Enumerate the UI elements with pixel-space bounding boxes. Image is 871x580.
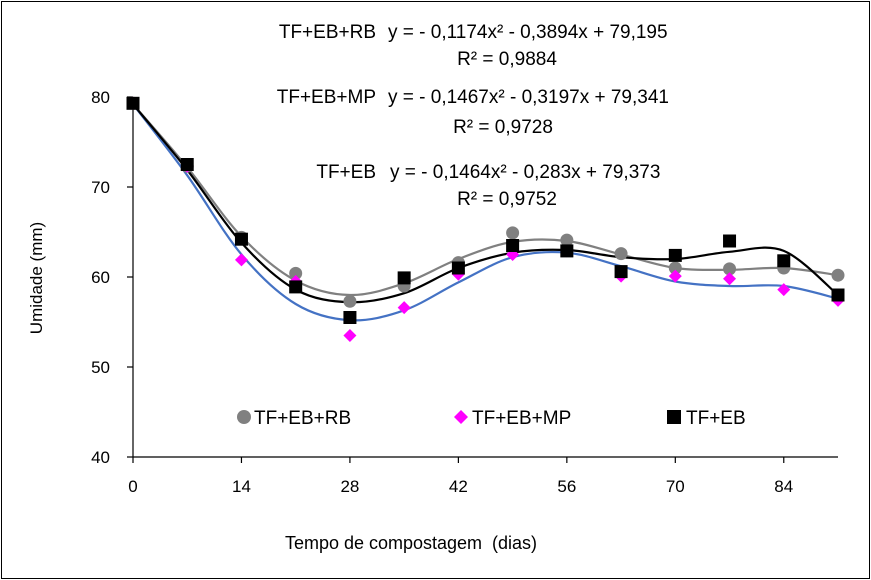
data-point-square — [289, 280, 303, 294]
data-point-circle — [831, 268, 845, 282]
data-point-square — [451, 261, 465, 275]
legend-label-mp: TF+EB+MP — [472, 408, 571, 429]
data-point-circle — [560, 233, 574, 247]
annotation-mp-series: TF+EB+MP — [277, 87, 376, 108]
data-point-square — [506, 239, 520, 252]
data-point-square — [126, 96, 140, 110]
data-point-square — [560, 244, 574, 258]
data-point-square — [777, 254, 791, 268]
annotation-eb-series: TF+EB — [316, 162, 376, 183]
annotation-rb: TF+EB+RB y = - 0,1174x² - 0,3894x + 79,1… — [279, 22, 668, 70]
y-tick-label: 60 — [91, 268, 110, 287]
y-tick-label: 80 — [91, 88, 110, 107]
trend-curve-1 — [132, 103, 839, 322]
legend-marker-rb — [237, 410, 251, 424]
data-point-diamond — [397, 301, 411, 315]
data-point-square — [831, 288, 845, 302]
annotation-rb-r2: R² = 0,9884 — [457, 49, 557, 70]
legend-marker-mp — [454, 410, 468, 424]
data-point-square — [397, 271, 411, 285]
x-tick-label: 56 — [557, 477, 576, 496]
data-point-circle — [668, 261, 682, 275]
y-tick-label: 40 — [91, 448, 110, 467]
x-tick-label: 70 — [666, 477, 685, 496]
x-tick-label: 0 — [128, 477, 137, 496]
annotation-rb-equation: y = - 0,1174x² - 0,3894x + 79,195 — [388, 22, 668, 43]
x-tick-label: 14 — [232, 477, 251, 496]
y-tick-label: 50 — [91, 358, 110, 377]
data-points — [126, 96, 845, 342]
legend-label-rb: TF+EB+RB — [254, 408, 351, 429]
y-axis-title: Umidade (mm) — [27, 222, 46, 334]
annotation-mp-r2: R² = 0,9728 — [453, 117, 553, 138]
y-tick-label: 70 — [91, 178, 110, 197]
annotation-mp-equation: y = - 0,1467x² - 0,3197x + 79,341 — [388, 87, 669, 108]
annotation-mp: TF+EB+MP y = - 0,1467x² - 0,3197x + 79,3… — [277, 87, 669, 138]
x-tick-label: 84 — [774, 477, 793, 496]
x-tick-label: 28 — [340, 477, 359, 496]
data-point-circle — [506, 226, 520, 240]
data-point-circle — [723, 262, 737, 276]
data-point-circle — [289, 266, 303, 280]
data-point-circle — [343, 294, 357, 308]
data-point-diamond — [723, 272, 737, 286]
data-point-diamond — [668, 269, 682, 283]
data-point-diamond — [234, 253, 248, 267]
data-point-diamond — [777, 283, 791, 297]
annotation-eb-r2: R² = 0,9752 — [457, 189, 557, 210]
legend-marker-eb — [667, 410, 681, 424]
data-point-square — [180, 158, 194, 171]
data-point-circle — [614, 247, 628, 261]
data-point-square — [723, 234, 737, 248]
x-axis-title: Tempo de compostagem (dias) — [285, 533, 537, 553]
data-point-square — [234, 232, 248, 246]
axis-ticks: 0 14 28 42 56 70 84 40 50 60 70 80 — [91, 88, 793, 496]
data-point-square — [614, 265, 628, 279]
data-point-diamond — [343, 329, 357, 342]
annotation-eb: TF+EB y = - 0,1464x² - 0,283x + 79,373 R… — [316, 162, 660, 210]
x-tick-label: 42 — [449, 477, 468, 496]
annotation-eb-equation: y = - 0,1464x² - 0,283x + 79,373 — [390, 162, 660, 183]
legend-label-eb: TF+EB — [686, 408, 746, 429]
legend: TF+EB+RB TF+EB+MP TF+EB — [237, 408, 746, 429]
data-point-square — [668, 248, 682, 262]
data-point-square — [343, 311, 357, 324]
annotation-rb-series: TF+EB+RB — [279, 22, 376, 43]
